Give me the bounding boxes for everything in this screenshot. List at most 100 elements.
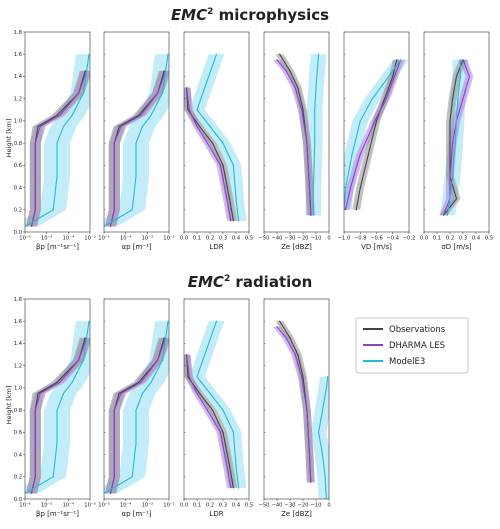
- band-observations: [275, 54, 315, 216]
- x-tick-label: −0.4: [386, 236, 399, 242]
- y-tick-label: 1.2: [14, 96, 22, 102]
- data-point-dharma: [34, 175, 36, 177]
- data-point-dharma: [310, 481, 312, 483]
- data-point-modele3: [196, 109, 198, 111]
- data-point-dharma: [449, 175, 451, 177]
- data-point-modele3: [238, 487, 240, 489]
- data-point-modele3: [232, 431, 234, 433]
- data-point-dharma: [276, 326, 278, 328]
- data-point-observations: [302, 109, 304, 111]
- data-point-observations: [118, 125, 120, 127]
- data-point-modele3: [131, 209, 133, 211]
- series-line-dharma: [30, 70, 88, 227]
- x-tick-label: 10⁻⁴: [120, 503, 131, 509]
- data-point-modele3: [459, 75, 461, 77]
- series-line-observations: [443, 59, 464, 216]
- x-axis-label: VD [m/s]: [361, 243, 392, 251]
- panel-microphysics-ldr: 0.0 0.1 0.2 0.3 0.4 0.5 LDR: [180, 31, 253, 251]
- data-point-dharma: [186, 87, 188, 89]
- x-tick-label: 0.4: [232, 503, 241, 509]
- data-point-dharma: [219, 164, 221, 166]
- title-rest: microphysics: [213, 6, 329, 24]
- plot-area: [25, 320, 90, 494]
- data-point-modele3: [62, 125, 65, 127]
- panel-frame: [423, 31, 490, 233]
- data-point-modele3: [167, 53, 169, 55]
- series-line-modele3: [104, 54, 169, 227]
- band-observations: [105, 70, 169, 227]
- data-point-dharma: [276, 59, 278, 61]
- data-point-dharma: [206, 142, 208, 144]
- series-line-dharma: [30, 337, 88, 494]
- data-point-dharma: [462, 59, 464, 61]
- y-tick-label: 1.6: [14, 319, 22, 325]
- y-tick-label: 0.6: [14, 163, 22, 169]
- data-point-modele3: [222, 409, 224, 411]
- y-tick-label: 0.2: [14, 208, 22, 214]
- band-observations: [105, 337, 169, 494]
- panel-microphysics-alpha: 10⁻⁵ 10⁻⁴ 10⁻³ 10⁻² αp [m⁻¹]: [98, 31, 175, 251]
- y-tick-label: 1.8: [14, 297, 22, 303]
- x-tick-label: −10: [311, 236, 322, 242]
- y-tick-label: 1.4: [14, 74, 23, 80]
- data-point-observations: [138, 114, 140, 116]
- x-tick-label: 0.5: [245, 503, 253, 509]
- panel-frame: [24, 298, 91, 500]
- title-emc: EMC: [188, 273, 224, 291]
- data-point-observations: [212, 409, 214, 411]
- data-point-dharma: [140, 381, 142, 383]
- x-tick-label: 10⁻⁵: [98, 236, 109, 242]
- x-tick-label: −30: [285, 503, 296, 509]
- plot-area: [104, 320, 169, 494]
- panel-radiation-ze: −50 −40 −30 −20 −10 0 Ze [dBZ]: [259, 298, 331, 518]
- data-point-observations: [118, 392, 120, 394]
- band-modele3: [189, 54, 247, 221]
- data-point-observations: [302, 376, 304, 378]
- title-emc: EMC: [171, 6, 207, 24]
- plot-area: [273, 320, 329, 499]
- x-tick-label: 0.2: [446, 236, 454, 242]
- data-point-modele3: [135, 175, 137, 177]
- y-tick-label: 0.6: [14, 430, 22, 436]
- data-point-modele3: [455, 120, 458, 122]
- data-point-modele3: [400, 59, 402, 61]
- data-point-modele3: [135, 409, 137, 411]
- data-point-modele3: [215, 320, 218, 322]
- data-point-modele3: [327, 376, 329, 378]
- data-point-modele3: [314, 142, 316, 144]
- data-point-modele3: [150, 114, 152, 116]
- data-point-observations: [279, 53, 281, 55]
- y-tick-label: 1.6: [14, 52, 22, 58]
- x-tick-label: −0.2: [403, 236, 416, 242]
- x-tick-label: −0.6: [370, 236, 383, 242]
- data-point-dharma: [39, 392, 41, 394]
- data-point-modele3: [459, 59, 461, 61]
- data-point-dharma: [188, 376, 190, 378]
- data-point-dharma: [59, 114, 61, 116]
- x-tick-label: 0.1: [193, 503, 201, 509]
- series-line-modele3: [104, 321, 169, 494]
- data-point-dharma: [301, 109, 303, 111]
- x-tick-label: −20: [298, 503, 309, 509]
- x-tick-label: 10⁻³: [142, 503, 153, 509]
- data-point-modele3: [314, 109, 316, 111]
- data-point-dharma: [306, 142, 308, 144]
- plot-area: [344, 59, 409, 211]
- x-tick-label: −50: [259, 503, 270, 509]
- data-point-observations: [297, 354, 299, 356]
- series-line-modele3: [446, 59, 461, 216]
- data-point-modele3: [56, 175, 58, 177]
- x-tick-label: 0.4: [472, 236, 481, 242]
- data-point-observations: [455, 75, 458, 77]
- data-point-modele3: [345, 187, 347, 189]
- data-point-modele3: [71, 381, 73, 383]
- data-point-modele3: [141, 125, 144, 127]
- data-point-dharma: [393, 75, 395, 77]
- data-point-dharma: [196, 392, 198, 394]
- panel-microphysics-sigma: 0.0 0.1 0.2 0.3 0.4 0.5 σD [m/s]: [420, 31, 493, 251]
- data-point-dharma: [113, 409, 115, 411]
- x-axis-label: Ze [dBZ]: [281, 243, 312, 251]
- data-point-dharma: [30, 225, 33, 227]
- data-point-dharma: [345, 209, 347, 211]
- plot-area: [104, 53, 169, 227]
